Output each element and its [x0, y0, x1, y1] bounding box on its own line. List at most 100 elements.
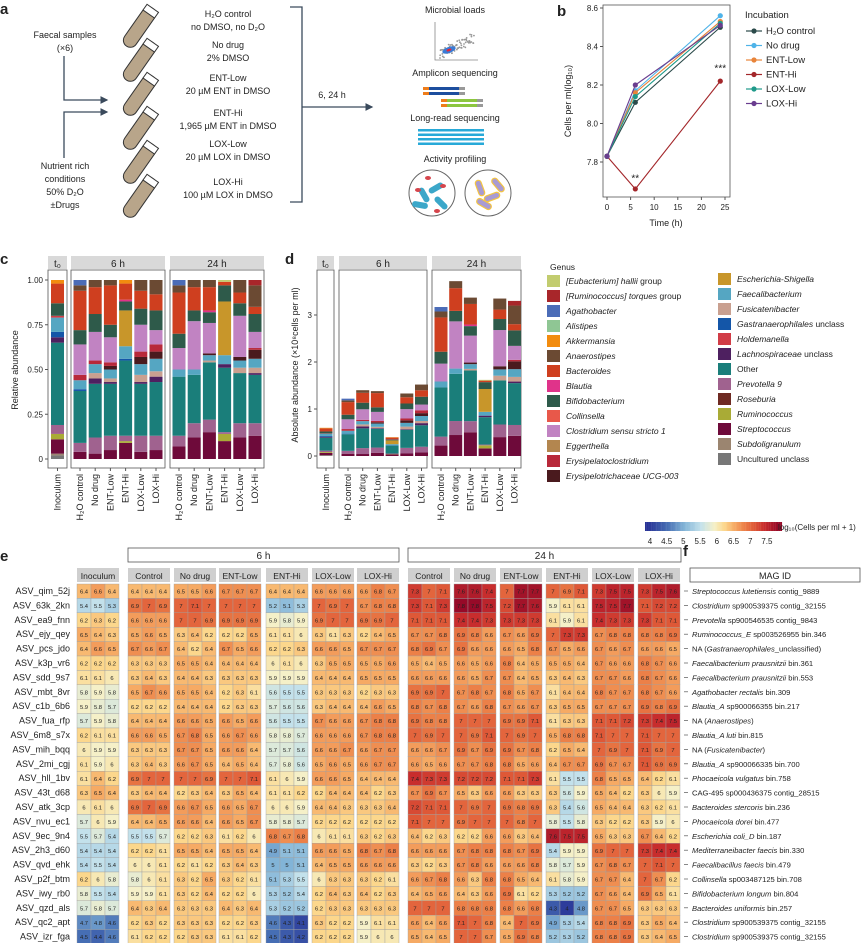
cell-value: 6.6 [131, 618, 139, 624]
cell-value: 6.8 [655, 705, 663, 711]
mag-id: Streptococcus lutetiensis contig_9889 [692, 587, 820, 596]
y-tick-label: 2 [308, 358, 313, 367]
cell-value: 6.3 [563, 719, 571, 725]
cell-value: 6.6 [177, 762, 185, 768]
cell-value: 6.6 [250, 734, 258, 740]
cell-value: 5.7 [80, 719, 88, 725]
bar-segment [463, 432, 477, 456]
bar-segment [103, 450, 117, 459]
cell-value: 6.4 [205, 791, 214, 797]
cell-value: 6.6 [374, 863, 382, 869]
asv-label: ASV_iwy_rb0 [16, 888, 70, 898]
cell-value: 6.2 [205, 863, 213, 869]
bracket [290, 6, 303, 203]
cell-value: 6.5 [108, 647, 116, 653]
cell-value: 5.2 [283, 892, 291, 898]
cell-value: 6.2 [374, 878, 382, 884]
mag-id: NA (Gastranaerophilales_unclassified) [692, 645, 822, 654]
cell-value: 6.7 [595, 906, 603, 912]
cell-value: 6.9 [425, 734, 433, 740]
cell-value: 6.5 [439, 662, 447, 668]
y-tick-label: 1 [308, 405, 313, 414]
cell-value: 6.8 [471, 906, 479, 912]
cell-value: 6.8 [485, 878, 493, 884]
cell-value: 6.3 [108, 633, 116, 639]
cell-value: 5.5 [297, 878, 305, 884]
x-tick-label: ENT-Hi [121, 474, 131, 503]
cell-value: 6.6 [425, 849, 433, 855]
cell-value: 4.3 [549, 906, 557, 912]
cell-value: 6.2 [222, 633, 230, 639]
legend-swatch [718, 333, 731, 345]
cell-value: 7.1 [595, 719, 603, 725]
cell-value: 6.8 [531, 748, 539, 754]
bar-segment [218, 355, 232, 365]
cell-value: 6.9 [595, 762, 603, 768]
timepoints-label: 6, 24 h [318, 90, 346, 100]
cell-value: 6.8 [374, 604, 382, 610]
cell-value: 7 [487, 806, 490, 812]
bar-segment [88, 453, 102, 459]
cell-value: 6.7 [388, 748, 396, 754]
cell-value: 6.4 [80, 590, 89, 596]
cell-value: 6.3 [343, 633, 351, 639]
cell-value: 6 [285, 777, 288, 783]
cell-value: 6.5 [329, 863, 337, 869]
cell-value: 6.4 [205, 662, 214, 668]
bar-segment [134, 351, 148, 357]
legend-label: Akkermansia [565, 336, 615, 346]
cell-value: 7.3 [577, 633, 585, 639]
cell-value: 6.5 [343, 849, 351, 855]
cell-value: 4.5 [80, 935, 88, 941]
cell-value: 7.5 [595, 604, 603, 610]
cell-value: 5.7 [297, 734, 305, 740]
cell-value: 7 [193, 777, 196, 783]
cell-value: 7 [238, 777, 241, 783]
cell-value: 7 [625, 734, 628, 740]
cell-value: 6.4 [329, 705, 338, 711]
cell-value: 6.6 [439, 676, 447, 682]
facet-strip [317, 256, 334, 269]
cell-value: 7 [671, 734, 674, 740]
cell-value: 6.8 [388, 719, 396, 725]
bar-segment [415, 415, 428, 421]
bar-segment [248, 285, 262, 307]
bar-segment [202, 353, 216, 356]
cell-value: 7 [487, 719, 490, 725]
bar-segment [187, 310, 201, 322]
mag-id: NA (Fusicatenibacter) [692, 745, 766, 754]
cell-value: 5.8 [549, 863, 557, 869]
cell-value: 7.3 [531, 618, 539, 624]
heatmap-row: ASV_mih_bqq 6 5.9 5.9 6.3 6.3 6.3 6.7 6.7 6.5 6.6 6… [12, 742, 766, 758]
mag-id: Bacteroides uniformis bin.257 [692, 904, 792, 913]
cell-value: 6.8 [485, 906, 493, 912]
cell-value: 6.9 [669, 762, 677, 768]
cell-value: 5.9 [297, 806, 305, 812]
cell-value: 6.3 [222, 676, 230, 682]
bar-segment [415, 413, 428, 416]
cell-value: 7.4 [485, 590, 494, 596]
cell-value: 5.8 [108, 719, 116, 725]
cell-value: 6 [376, 935, 379, 941]
cell-value: 6.3 [250, 921, 258, 927]
cell-value: 6.9 [315, 618, 323, 624]
cell-value: 6.7 [343, 748, 351, 754]
cell-value: 7.1 [641, 748, 649, 754]
test-tube-icon [122, 3, 160, 48]
asv-label: ASV_43t_d68 [14, 788, 70, 798]
y-tick-label: 1.00 [27, 276, 43, 285]
cell-value: 7.1 [503, 777, 511, 783]
cell-value: 7.6 [457, 590, 465, 596]
bar-segment [248, 367, 262, 374]
asv-label: ASV_9ec_9n4 [12, 831, 70, 841]
cell-value: 7.8 [471, 604, 479, 610]
cell-value: 6.2 [94, 662, 102, 668]
series-line [606, 80, 721, 190]
cell-value: 6.7 [595, 647, 603, 653]
cell-value: 6.9 [457, 647, 465, 653]
cell-value: 7.1 [669, 618, 677, 624]
y-tick-label: 7.8 [587, 158, 599, 167]
cell-value: 6.7 [425, 878, 433, 884]
cell-value: 5.2 [563, 892, 571, 898]
